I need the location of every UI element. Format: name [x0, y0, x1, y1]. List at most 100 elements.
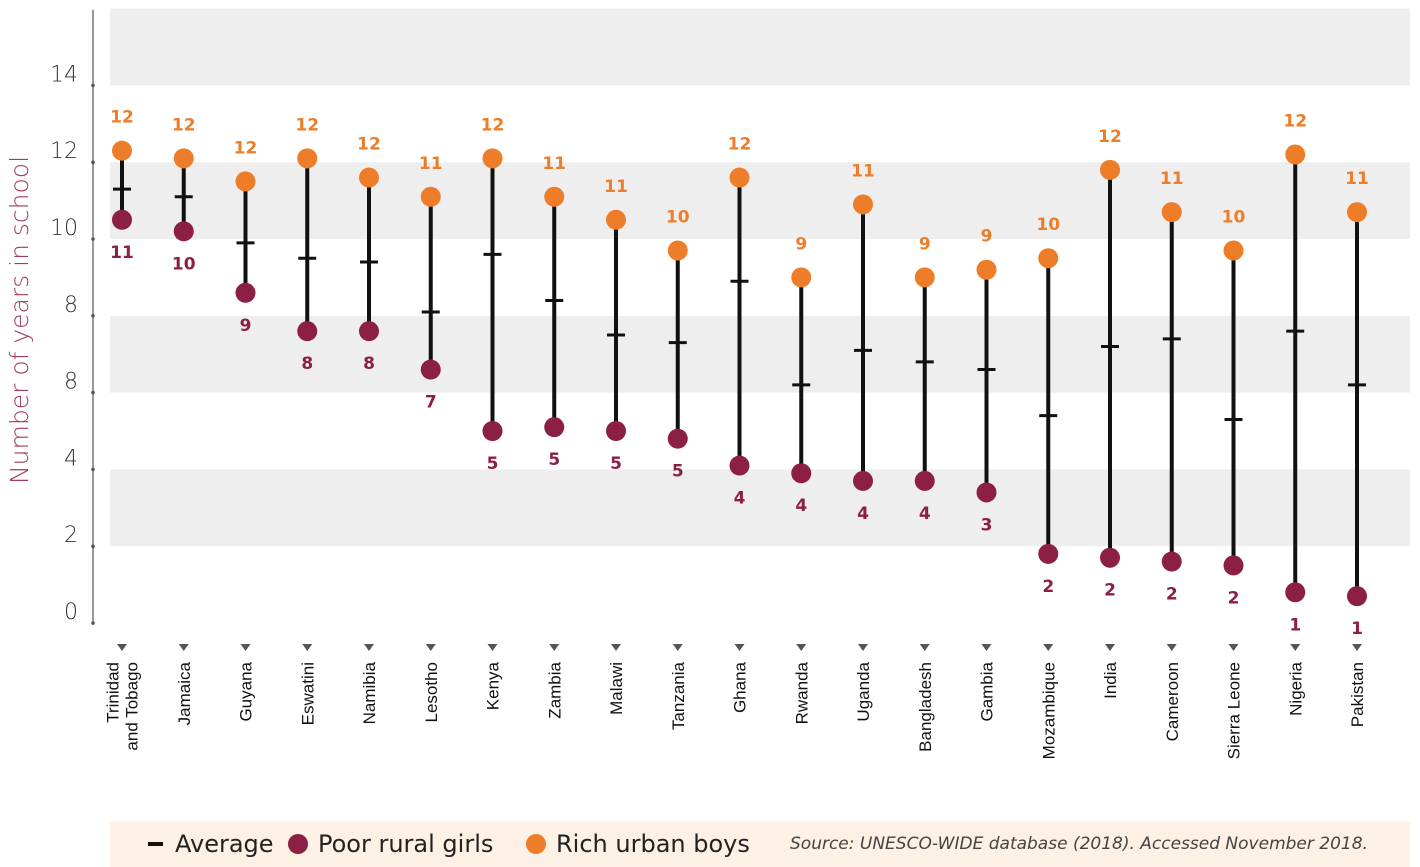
rich-urban-boys-value-label: 12	[357, 135, 381, 155]
rich-urban-boys-value-label: 10	[1036, 215, 1060, 235]
rich-urban-boys-point	[420, 186, 441, 207]
rich-urban-boys-value-label: 11	[542, 154, 566, 174]
poor-rural-girls-point	[853, 470, 873, 491]
rich-urban-boys-point	[359, 167, 379, 188]
rich-urban-boys-point	[1161, 202, 1182, 223]
y-tick-label: 2	[64, 523, 78, 548]
legend-average: Average	[148, 828, 274, 860]
x-tick-marker	[1105, 644, 1115, 651]
x-tick-label: Uganda	[854, 661, 873, 721]
rich-urban-boys-point	[1285, 144, 1306, 165]
y-tick-mark	[91, 544, 95, 548]
x-tick-label: Cameroon	[1163, 662, 1182, 741]
poor-rural-girls-point	[914, 470, 935, 491]
x-tick-label: Malawi	[607, 662, 626, 715]
rich-urban-boys-point	[791, 267, 812, 288]
x-tick-label: and Tobago	[123, 662, 142, 751]
poor-rural-girls-value-label: 7	[425, 393, 437, 413]
y-tick-label: 12	[50, 139, 78, 164]
average-marker-icon	[148, 842, 163, 846]
x-tick-marker	[117, 644, 127, 651]
poor-rural-girls-point	[359, 321, 379, 342]
legend-rich-urban-boys-label: Rich urban boys	[556, 830, 750, 858]
rich-urban-boys-point	[729, 167, 750, 188]
y-tick-mark	[91, 160, 95, 164]
legend-rich-urban-boys: Rich urban boys	[526, 828, 750, 860]
x-tick-label: Tanzania	[669, 661, 688, 730]
poor-rural-girls-value-label: 11	[110, 243, 134, 263]
source-note: Source: UNESCO-WIDE database (2018). Acc…	[790, 834, 1368, 854]
rich-urban-boys-point	[667, 240, 688, 261]
x-tick-marker	[364, 644, 374, 651]
poor-rural-girls-point	[1100, 547, 1120, 568]
x-tick-label: Eswatini	[298, 662, 317, 725]
poor-rural-girls-value-label: 4	[795, 496, 807, 516]
x-tick-marker	[981, 644, 992, 651]
poor-rural-girls-point	[667, 428, 688, 449]
poor-rural-girls-value-label: 4	[857, 504, 869, 524]
x-tick-marker	[549, 644, 560, 651]
poor-rural-girls-point	[1223, 555, 1244, 576]
rich-urban-boys-value-label: 10	[1222, 208, 1246, 228]
x-tick-label: Mozambique	[1039, 662, 1058, 759]
x-tick-marker	[919, 644, 930, 651]
x-tick-label: Ghana	[731, 661, 750, 713]
poor-rural-girls-value-label: 2	[1042, 577, 1054, 597]
x-tick-label: Pakistan	[1348, 662, 1367, 727]
poor-rural-girls-value-label: 5	[672, 462, 684, 482]
rich-urban-boys-point	[606, 209, 626, 230]
y-tick-label: 4	[64, 446, 78, 471]
rich-urban-boys-value-label: 11	[604, 177, 628, 197]
x-tick-marker	[240, 644, 251, 651]
poor-rural-girls-point	[976, 482, 997, 503]
poor-rural-girls-point	[1161, 551, 1182, 572]
poor-rural-girls-value-label: 5	[610, 454, 622, 474]
rich-urban-boys-value-label: 12	[234, 138, 258, 158]
rich-urban-boys-point	[297, 148, 318, 169]
x-tick-label: Bangladesh	[916, 662, 935, 752]
rich-urban-boys-value-label: 9	[981, 227, 993, 247]
y-tick-label: 8	[64, 293, 78, 318]
grid-band-3	[110, 8, 1410, 86]
rich-urban-boys-point	[1223, 240, 1244, 261]
poor-rural-girls-point	[420, 359, 441, 380]
y-tick-mark	[91, 237, 95, 241]
x-tick-label: Lesotho	[422, 662, 441, 723]
legend-average-label: Average	[175, 830, 274, 858]
poor-rural-girls-value-label: 1	[1289, 615, 1301, 635]
poor-rural-girls-point	[297, 321, 318, 342]
rich-urban-boys-point	[173, 148, 194, 169]
x-tick-marker	[425, 644, 436, 651]
x-tick-marker	[734, 644, 745, 651]
rich-urban-boys-value-label: 12	[295, 115, 319, 135]
x-tick-label: Guyana	[237, 661, 256, 721]
poor-rural-girls-point	[729, 455, 750, 476]
poor-rural-girls-value-label: 9	[240, 316, 252, 336]
poor-rural-girls-value-label: 3	[981, 515, 993, 535]
poor-rural-girls-dot-icon	[288, 834, 308, 854]
x-tick-marker	[487, 644, 498, 651]
x-tick-marker	[1166, 644, 1177, 651]
poor-rural-girls-value-label: 2	[1166, 585, 1178, 605]
rich-urban-boys-value-label: 11	[1345, 169, 1369, 189]
x-tick-label: Gambia	[978, 661, 997, 721]
poor-rural-girls-value-label: 2	[1228, 588, 1240, 608]
poor-rural-girls-point	[606, 421, 626, 441]
y-tick-mark	[91, 467, 95, 472]
grid-bands	[110, 8, 1410, 547]
rich-urban-boys-value-label: 12	[110, 108, 134, 128]
x-tick-label: Namibia	[360, 661, 379, 724]
poor-rural-girls-point	[235, 282, 256, 303]
x-tick-label: Trinidad	[104, 662, 123, 723]
rich-urban-boys-value-label: 12	[728, 135, 752, 155]
poor-rural-girls-value-label: 5	[487, 454, 499, 474]
x-tick-marker	[1290, 644, 1301, 651]
x-tick-label: Nigeria	[1286, 661, 1305, 715]
rich-urban-boys-value-label: 12	[1283, 112, 1307, 132]
y-ticks: 0 2 4 8 8 10 12 14	[50, 62, 95, 625]
rich-urban-boys-value-label: 12	[481, 115, 505, 135]
rich-urban-boys-point	[112, 140, 132, 161]
y-tick-mark	[91, 83, 95, 88]
rich-urban-boys-value-label: 9	[919, 234, 931, 254]
